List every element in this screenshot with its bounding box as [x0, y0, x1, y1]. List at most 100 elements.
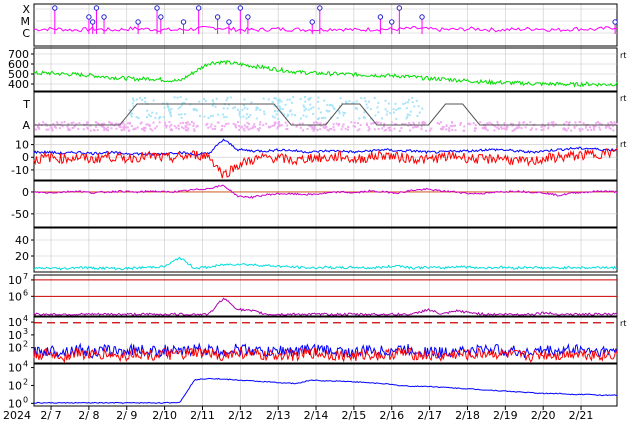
xray-peak-marker-18	[396, 5, 403, 11]
t-scatter-point	[364, 100, 367, 103]
t-scatter-point	[278, 99, 281, 102]
t-scatter-point	[271, 115, 274, 118]
y-tick-label-xmc-2: C	[22, 27, 30, 40]
t-scatter-point	[406, 115, 409, 118]
a-scatter-point	[170, 123, 173, 126]
t-scatter-point	[316, 117, 319, 120]
a-scatter-point	[398, 129, 401, 132]
a-scatter-point	[513, 129, 516, 132]
t-scatter-point	[225, 116, 228, 119]
t-scatter-point	[392, 111, 395, 114]
t-scatter-point	[355, 107, 358, 110]
flux8-y-tick-label-2: 10	[8, 316, 22, 329]
t-scatter-point	[421, 107, 424, 110]
a-scatter-point	[529, 129, 532, 132]
a-scatter-point	[562, 127, 565, 130]
t-scatter-point	[342, 114, 345, 117]
t-scatter-point	[215, 97, 218, 100]
t-scatter-point	[405, 117, 408, 120]
a-scatter-point	[177, 127, 180, 130]
a-scatter-point	[520, 127, 523, 130]
t-scatter-point	[322, 117, 325, 120]
t-scatter-point	[274, 97, 277, 100]
a-scatter-point	[404, 123, 407, 126]
a-scatter-point	[123, 123, 126, 126]
a-scatter-point	[612, 129, 615, 132]
t-scatter-point	[276, 110, 279, 113]
a-scatter-point	[47, 128, 50, 131]
t-scatter-point	[278, 105, 281, 108]
a-scatter-point	[238, 124, 241, 127]
t-scatter-point	[406, 101, 409, 104]
t-scatter-point	[281, 108, 284, 111]
t-scatter-point	[225, 99, 228, 102]
t-scatter-point	[404, 102, 407, 105]
t-scatter-point	[211, 114, 214, 117]
a-scatter-point	[67, 128, 70, 131]
a-scatter-point	[276, 127, 279, 130]
a-scatter-point	[383, 129, 386, 132]
a-scatter-point	[459, 121, 462, 124]
t-scatter-point	[373, 97, 376, 100]
t-scatter-point	[203, 97, 206, 100]
t-scatter-point	[152, 99, 155, 102]
t-scatter-point	[377, 101, 380, 104]
a-scatter-point	[58, 127, 61, 130]
a-scatter-point	[379, 122, 382, 125]
t-scatter-point	[217, 113, 220, 116]
a-scatter-point	[104, 127, 107, 130]
a-scatter-point	[451, 121, 454, 124]
a-scatter-point	[592, 127, 595, 130]
a-scatter-point	[505, 128, 508, 131]
a-scatter-point	[108, 121, 111, 124]
flux8-y-tick-label-1: 10	[8, 329, 22, 342]
xray-peak-marker-1	[86, 14, 92, 20]
t-scatter-point	[345, 100, 348, 103]
a-scatter-point	[338, 123, 341, 126]
t-scatter-point	[146, 109, 149, 112]
a-scatter-point	[390, 121, 393, 124]
t-scatter-point	[312, 106, 315, 109]
t-scatter-point	[338, 109, 341, 112]
xray-flux-line	[33, 25, 618, 33]
a-scatter-point	[570, 129, 573, 132]
a-scatter-point	[103, 126, 106, 129]
a-scatter-point	[55, 126, 58, 129]
a-scatter-point	[593, 125, 596, 128]
angle-y-tick-label-0: -50	[11, 208, 29, 221]
right-label-3: rt	[620, 319, 626, 328]
t-scatter-point	[255, 106, 258, 109]
t-scatter-point	[223, 116, 226, 119]
a-scatter-point	[430, 127, 433, 130]
a-scatter-point	[488, 121, 491, 124]
a-scatter-point	[390, 129, 393, 132]
t-scatter-point	[155, 112, 158, 115]
t-scatter-point	[170, 114, 173, 117]
t-scatter-point	[392, 108, 395, 111]
a-scatter-point	[286, 128, 289, 131]
a-scatter-point	[213, 127, 216, 130]
a-scatter-point	[253, 123, 256, 126]
a-scatter-point	[552, 125, 555, 128]
xray-peak-marker-6	[154, 5, 160, 11]
a-scatter-point	[185, 129, 188, 132]
a-scatter-point	[37, 124, 40, 127]
a-scatter-point	[72, 121, 75, 124]
x-tick-label-2: 2/ 9	[116, 409, 137, 422]
t-scatter-point	[360, 97, 363, 100]
a-scatter-point	[115, 127, 118, 130]
a-scatter-point	[578, 127, 581, 130]
a-scatter-point	[49, 125, 52, 128]
right-label-1: rt	[620, 94, 626, 103]
t-scatter-point	[132, 105, 135, 108]
a-scatter-point	[356, 122, 359, 125]
t-scatter-point	[144, 97, 147, 100]
a-scatter-point	[325, 126, 328, 129]
t-scatter-point	[158, 117, 161, 120]
t-scatter-point	[363, 111, 366, 114]
a-scatter-point	[313, 128, 316, 131]
a-scatter-point	[60, 121, 63, 124]
a-scatter-point	[346, 128, 349, 131]
t-scatter-point	[317, 96, 320, 99]
panel-frame-4	[33, 136, 618, 181]
